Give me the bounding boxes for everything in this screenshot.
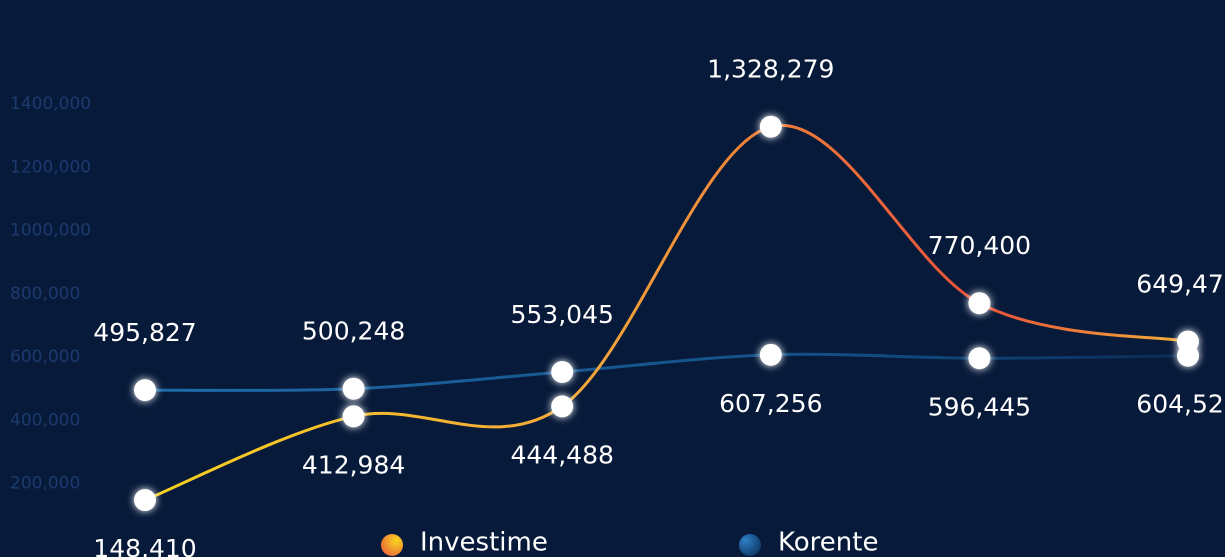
data-label: 770,400 — [928, 231, 1031, 260]
data-point — [551, 361, 574, 384]
legend-marker — [739, 534, 761, 556]
data-label: 604,525 — [1136, 390, 1225, 419]
data-label: 1,328,279 — [707, 55, 834, 84]
y-tick-label: 200,000 — [10, 474, 80, 494]
data-point — [1177, 344, 1199, 367]
series-line — [144, 123, 1189, 502]
data-point — [759, 343, 782, 366]
data-point — [134, 379, 156, 402]
data-label: 607,256 — [719, 389, 822, 418]
y-tick-label: 600,000 — [10, 347, 80, 367]
y-tick-label: 1400,000 — [10, 94, 91, 114]
y-tick-label: 1200,000 — [10, 157, 91, 177]
data-point — [759, 115, 782, 138]
data-label: 412,984 — [302, 450, 405, 479]
data-point — [134, 489, 156, 512]
data-label: 495,827 — [93, 318, 196, 347]
data-label: 649,477 — [1136, 269, 1225, 298]
y-tick-label: 1000,000 — [10, 221, 91, 241]
legend-label: Investime — [420, 528, 548, 557]
data-point — [968, 292, 991, 315]
data-label: 444,488 — [511, 440, 614, 469]
data-label: 596,445 — [928, 392, 1031, 421]
series-line — [144, 352, 1189, 392]
legend-marker — [381, 534, 403, 556]
data-label: 500,248 — [302, 317, 405, 346]
data-point — [551, 395, 574, 418]
y-tick-label: 800,000 — [10, 284, 80, 304]
data-point — [342, 405, 365, 428]
data-point — [342, 377, 365, 400]
data-label: 148,410 — [93, 534, 196, 557]
legend-label: Korente — [778, 528, 878, 557]
data-label: 553,045 — [511, 300, 614, 329]
y-tick-label: 400,000 — [10, 410, 80, 430]
data-point — [968, 347, 991, 370]
